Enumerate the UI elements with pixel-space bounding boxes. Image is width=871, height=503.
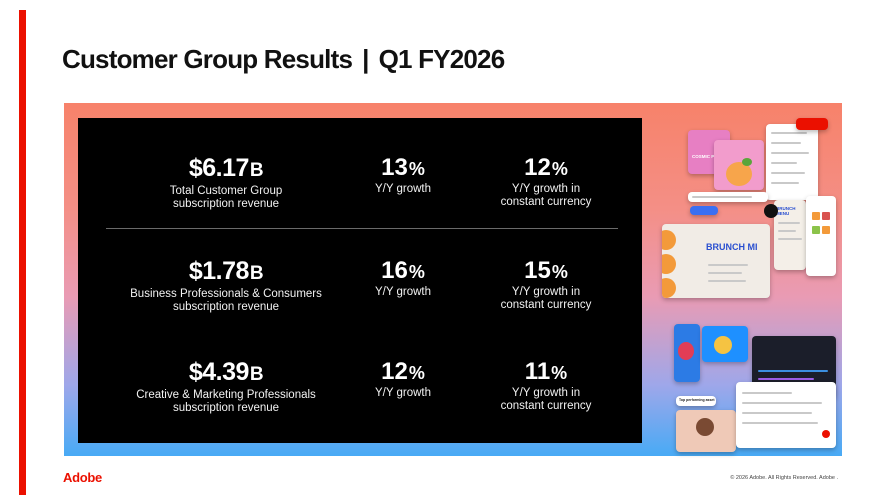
divider-line [106, 228, 618, 229]
revenue-label: Total Customer Group subscription revenue [169, 185, 283, 210]
image-library-panel [806, 196, 836, 276]
slide-title: Customer Group Results | Q1 FY2026 [62, 44, 506, 75]
yy-growth-value: 12% [381, 358, 425, 385]
phone-mockup [674, 324, 700, 382]
red-accent-bar [19, 10, 26, 495]
cc-growth-label: Y/Y growth in constant currency [500, 286, 592, 311]
revenue-amount: $1.78B [188, 257, 264, 285]
revenue-amount: $4.39B [188, 358, 264, 386]
layers-panel [766, 124, 818, 200]
brunch-menu-card: BRUNCH MI [662, 224, 770, 298]
cc-growth-business-consumers: 15% Y/Y growth in constant currency [476, 257, 616, 312]
cc-growth-creative-marketing: 11% Y/Y growth in constant currency [476, 358, 616, 413]
stats-panel: $6.17B Total Customer Group subscription … [78, 118, 642, 443]
play-circle-icon [764, 204, 778, 218]
yy-growth-creative-marketing: 12% Y/Y growth [343, 358, 463, 400]
yy-growth-value: 13% [381, 154, 425, 181]
top-asset-label: Top performing asset [679, 398, 715, 402]
leaf-graphic [742, 158, 752, 166]
title-main: Customer Group Results [62, 44, 353, 74]
revenue-amount: $6.17B [188, 154, 264, 182]
brunch-menu-heading: BRUNCH MI [706, 242, 758, 252]
cosmic-peach-title: COSMIC PEACH [692, 154, 728, 159]
yy-growth-total: 13% Y/Y growth [343, 154, 463, 196]
analytics-panel [736, 382, 836, 448]
revenue-label: Business Professionals & Consumers subscr… [130, 288, 322, 313]
cc-growth-value: 11% [524, 358, 568, 385]
copyright-notice: © 2026 Adobe. All Rights Reserved. Adobe… [730, 475, 838, 481]
cc-growth-value: 12% [524, 154, 568, 181]
adobe-logo: Adobe [63, 470, 102, 485]
yy-growth-label: Y/Y growth [374, 286, 432, 298]
revenue-creative-marketing: $4.39B Creative & Marketing Professional… [98, 358, 354, 415]
revenue-total: $6.17B Total Customer Group subscription … [98, 154, 354, 211]
brunch-menu-title: BRUNCH MENU [776, 206, 796, 216]
video-preview [702, 326, 748, 362]
brunch-menu-detail: BRUNCH MENU [774, 200, 806, 270]
product-collage: COSMIC PEACH BRUNCH MI BRUNCH MENU [662, 112, 837, 452]
cosmic-peach-card-large [714, 140, 764, 190]
title-separator: | [362, 44, 369, 74]
cc-growth-label: Y/Y growth in constant currency [500, 183, 592, 208]
yy-growth-business-consumers: 16% Y/Y growth [343, 257, 463, 299]
chip-badge [796, 118, 828, 130]
photo-person [676, 410, 736, 452]
revenue-business-consumers: $1.78B Business Professionals & Consumer… [98, 257, 354, 314]
cc-growth-total: 12% Y/Y growth in constant currency [476, 154, 616, 209]
generate-button [690, 206, 718, 215]
prompt-bar [688, 192, 768, 202]
cc-growth-value: 15% [524, 257, 568, 284]
title-period: Q1 FY2026 [378, 44, 506, 74]
peach-graphic [726, 162, 752, 186]
revenue-label: Creative & Marketing Professionals subscr… [136, 389, 316, 414]
top-asset-chip: Top performing asset [676, 396, 716, 406]
yy-growth-value: 16% [381, 257, 425, 284]
yy-growth-label: Y/Y growth [374, 387, 432, 399]
cc-growth-label: Y/Y growth in constant currency [500, 387, 592, 412]
yy-growth-label: Y/Y growth [374, 183, 432, 195]
